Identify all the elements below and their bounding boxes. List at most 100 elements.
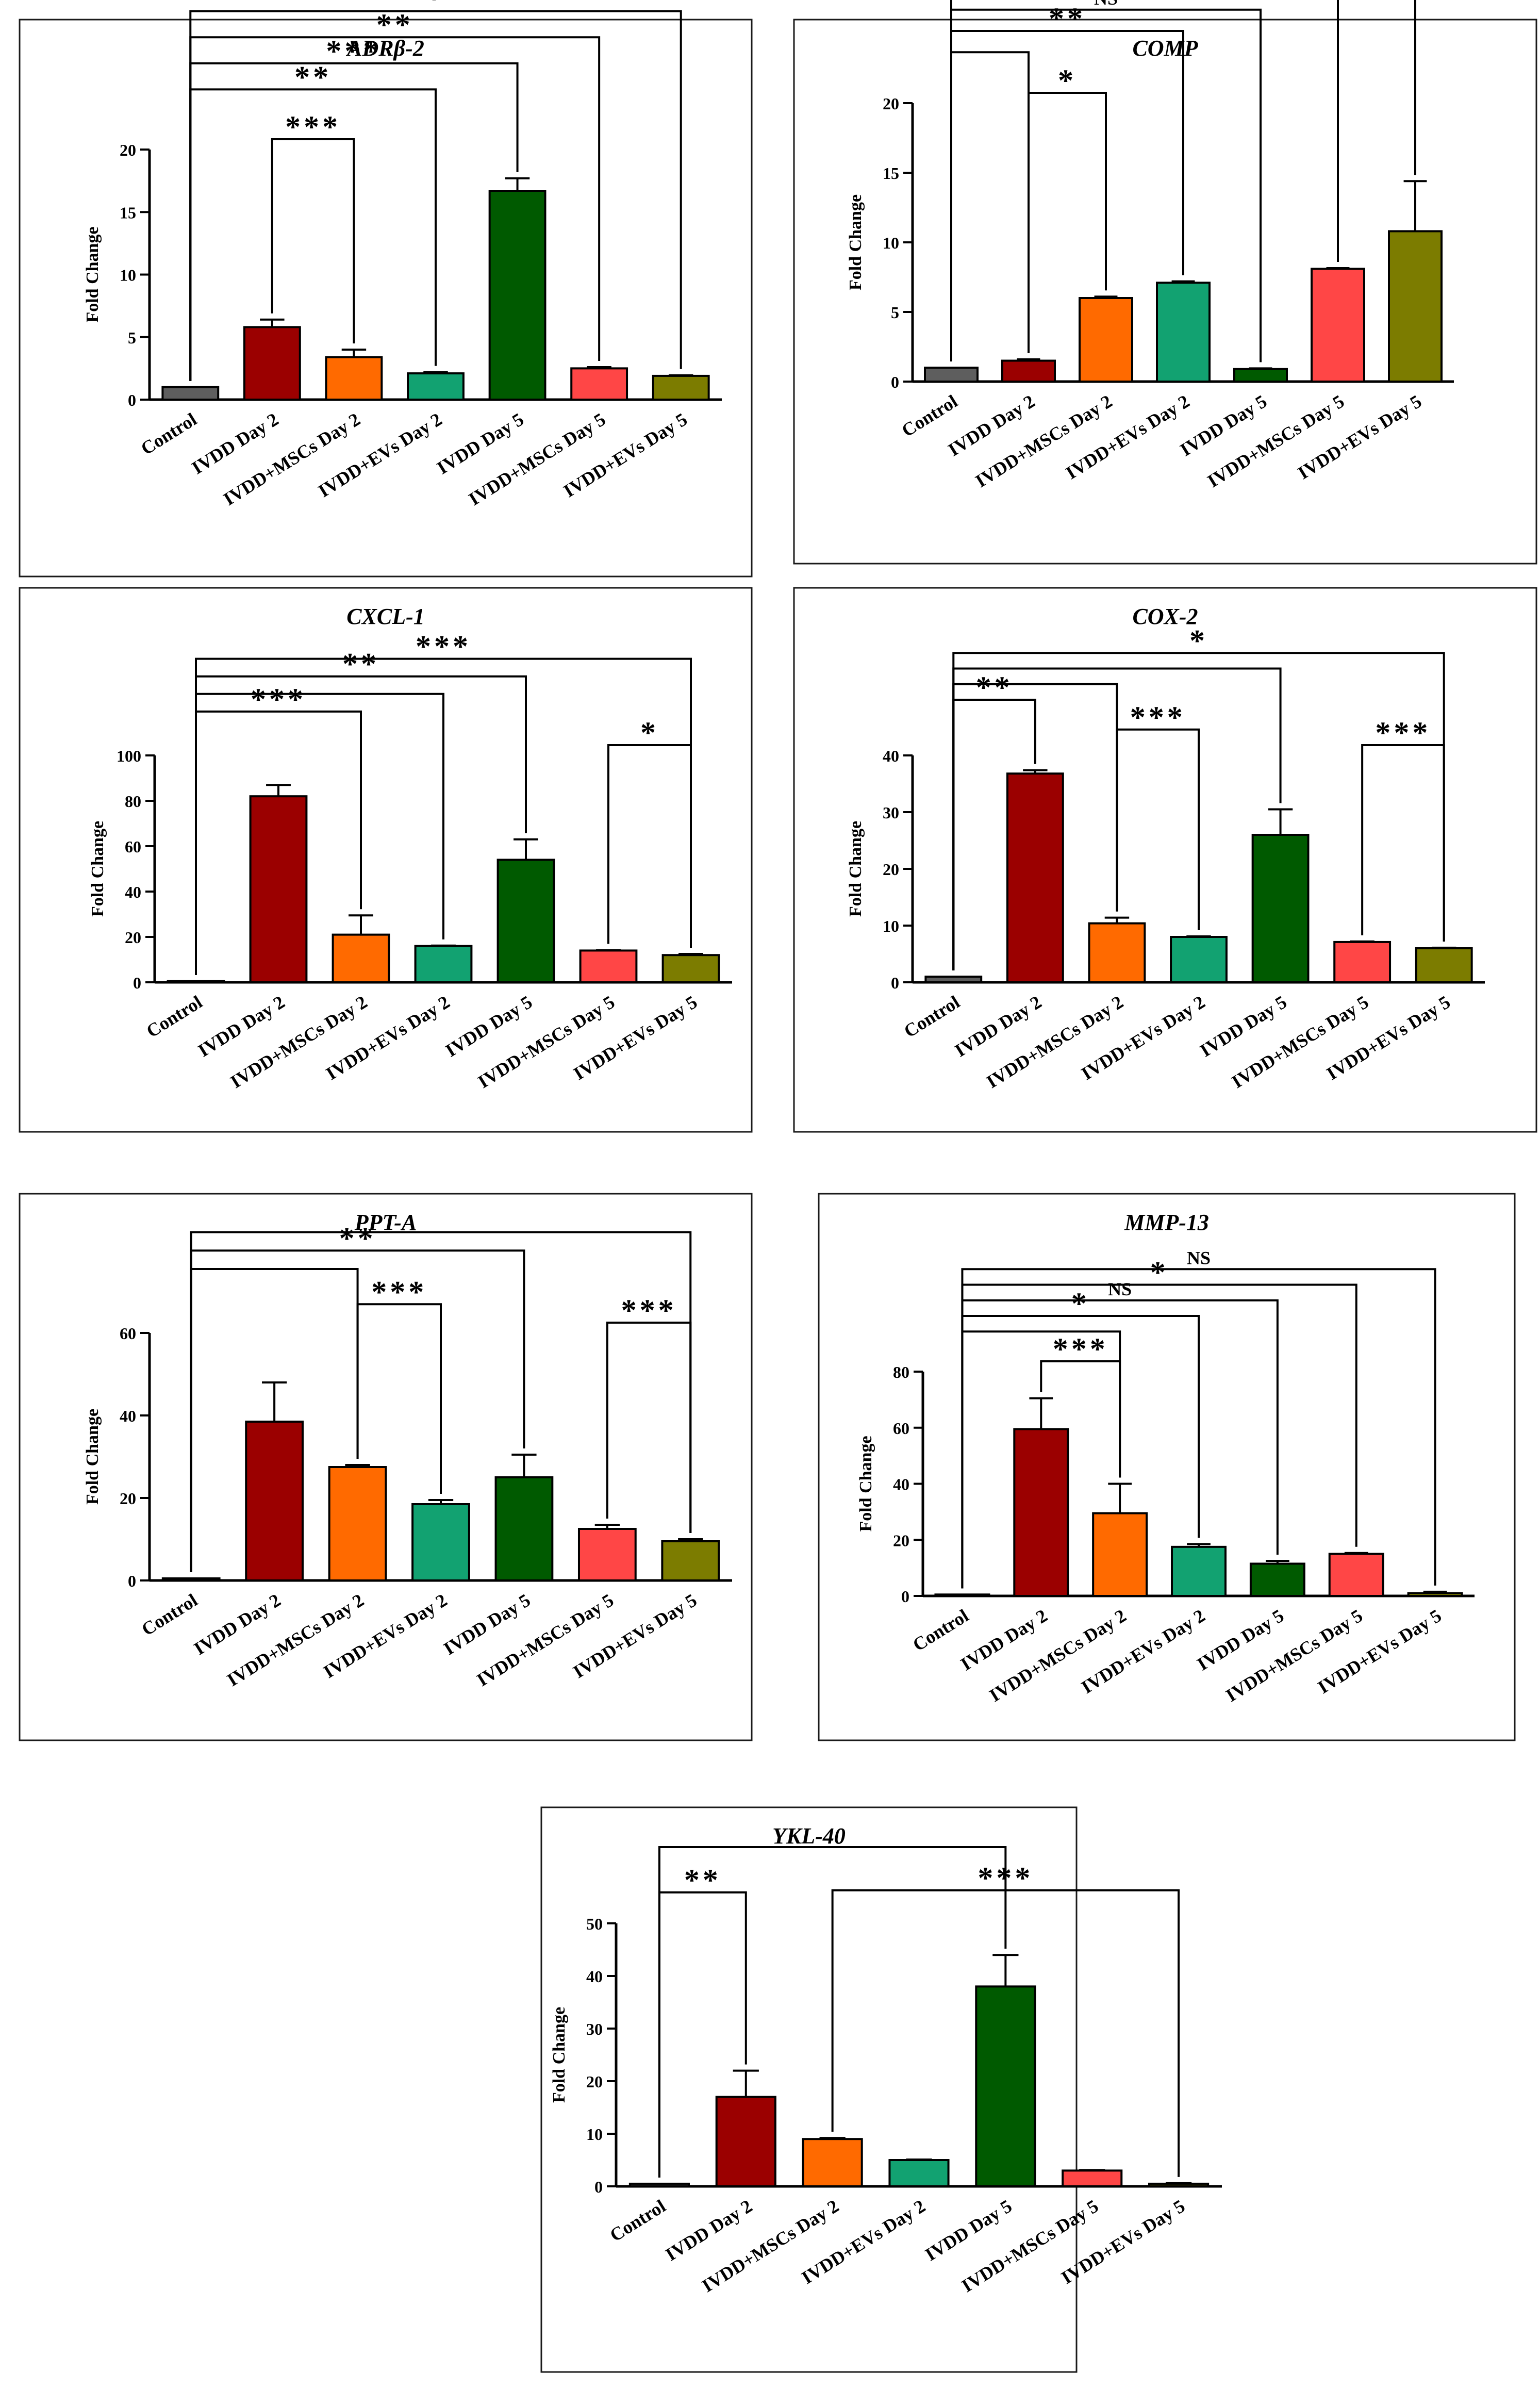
y-axis-label: Fold Change: [550, 2007, 569, 2103]
significance-label: ***: [1053, 1332, 1108, 1366]
y-tick-label: 30: [883, 803, 899, 822]
y-tick-label: 30: [586, 2020, 603, 2038]
y-tick-label: 20: [883, 94, 899, 113]
y-tick-label: 0: [891, 974, 899, 992]
y-tick-label: 50: [586, 1915, 603, 1933]
y-tick-label: 40: [883, 747, 899, 765]
chart-title: MMP-13: [1124, 1210, 1209, 1235]
bar: [934, 1593, 990, 1597]
bar: [414, 945, 473, 983]
bar: [496, 859, 555, 984]
significance-label: *: [1150, 1256, 1169, 1290]
y-tick-label: 0: [133, 974, 141, 992]
significance-label: NS: [1108, 1279, 1132, 1299]
bracket-line: [952, 699, 1036, 970]
significance-label: *: [1058, 63, 1077, 97]
y-tick-label: 20: [586, 2072, 603, 2091]
bracket-line: [658, 1891, 747, 2178]
y-tick-label: 100: [117, 747, 141, 765]
significance-bracket: **: [189, 60, 437, 381]
significance-label: ***: [251, 682, 306, 716]
bar: [1092, 1512, 1148, 1597]
bar: [924, 976, 983, 983]
significance-label: ***: [1375, 716, 1431, 750]
significance-label: NS: [1187, 1247, 1211, 1268]
bar: [802, 2138, 863, 2188]
bar: [579, 949, 638, 984]
bracket-line: [606, 1322, 692, 1533]
y-tick-label: 20: [893, 1531, 909, 1550]
bar: [161, 1577, 221, 1581]
bar: [161, 386, 220, 401]
bar: [661, 954, 720, 983]
chart-title: COMP: [1132, 36, 1198, 61]
significance-label: NS: [1094, 0, 1118, 9]
bar: [411, 1503, 470, 1581]
significance-label: ***: [621, 1293, 677, 1327]
y-tick-label: 80: [125, 792, 141, 811]
bar: [245, 1421, 304, 1581]
bar: [325, 356, 383, 401]
significance-bracket: **: [952, 670, 1036, 970]
significance-bracket: ***: [1040, 1332, 1121, 1478]
bar: [488, 190, 547, 401]
significance-bracket: ***: [606, 1293, 692, 1533]
bar: [243, 326, 301, 401]
bar: [167, 980, 225, 984]
y-tick-label: 0: [901, 1587, 909, 1606]
significance-bracket: ***: [831, 1861, 1180, 2177]
y-tick-label: 40: [586, 1967, 603, 1986]
y-tick-label: 10: [120, 266, 136, 285]
bar: [1407, 1592, 1463, 1597]
y-tick-label: 20: [125, 928, 141, 947]
bar: [1311, 268, 1365, 383]
significance-label: ***: [416, 630, 471, 664]
chart-title: ADRβ-2: [345, 36, 424, 61]
y-axis-label: Fold Change: [846, 194, 865, 290]
bar: [494, 1476, 554, 1581]
bar: [975, 1985, 1036, 2187]
significance-label: **: [339, 1221, 376, 1255]
significance-label: *: [640, 716, 659, 750]
bracket-line: [1361, 744, 1445, 942]
chart-title: YKL-40: [772, 1823, 846, 1849]
y-tick-label: 0: [891, 373, 899, 391]
bracket-line: [1040, 1360, 1121, 1478]
bracket-line: [356, 1303, 442, 1494]
y-tick-label: 40: [120, 1407, 136, 1425]
significance-label: **: [294, 60, 332, 94]
bar: [1170, 936, 1228, 983]
bar: [1006, 772, 1064, 983]
significance-bracket: ***: [1116, 700, 1200, 930]
chart-title: COX-2: [1132, 604, 1198, 629]
y-tick-label: 40: [125, 883, 141, 901]
y-axis-label: Fold Change: [88, 821, 107, 917]
bar: [577, 1528, 637, 1581]
bar: [1062, 2169, 1123, 2187]
bar: [1333, 941, 1392, 984]
y-tick-label: 60: [120, 1324, 136, 1343]
significance-label: ***: [1130, 700, 1186, 734]
y-tick-label: 5: [128, 328, 136, 347]
bar: [652, 374, 710, 401]
significance-label: **: [376, 8, 413, 42]
bar: [570, 367, 628, 401]
bracket-line: [195, 710, 362, 975]
y-tick-label: 40: [893, 1475, 909, 1494]
significance-label: *: [426, 0, 445, 16]
y-tick-label: 10: [586, 2125, 603, 2144]
significance-bracket: ***: [271, 110, 355, 343]
significance-bracket: ***: [356, 1275, 442, 1494]
bar: [715, 2096, 776, 2188]
significance-label: *: [1071, 1287, 1090, 1321]
bar: [1001, 359, 1056, 383]
bracket-line: [271, 138, 355, 343]
significance-bracket: ***: [195, 682, 362, 975]
bar: [249, 795, 308, 983]
